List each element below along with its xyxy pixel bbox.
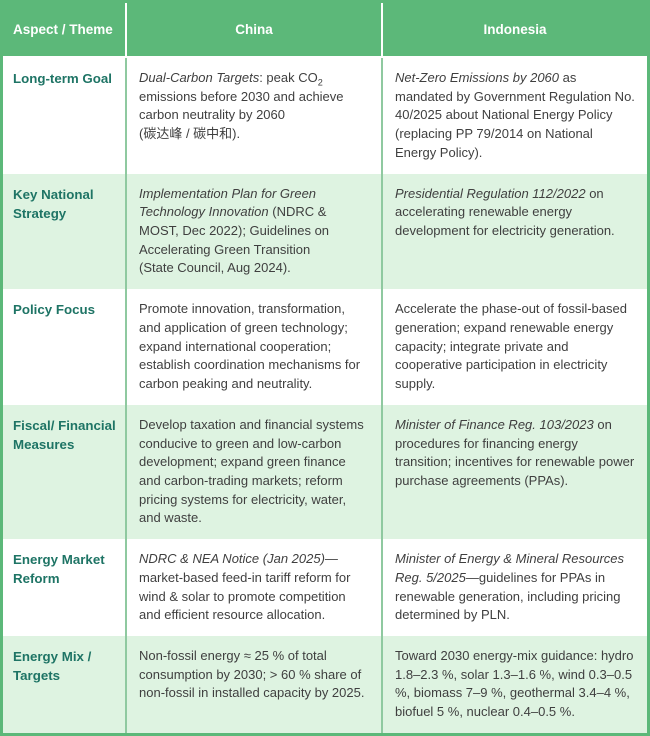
- row-label: Policy Focus: [3, 289, 125, 405]
- header-row: Aspect / Theme China Indonesia: [3, 3, 647, 58]
- column-header-aspect-theme: Aspect / Theme: [3, 3, 125, 58]
- china-cell: NDRC & NEA Notice (Jan 2025)—market-base…: [125, 539, 381, 636]
- table-row: Key National Strategy Implementation Pla…: [3, 173, 647, 290]
- row-label: Energy Mix / Targets: [3, 635, 125, 733]
- column-header-china: China: [125, 3, 381, 58]
- indonesia-cell: Minister of Energy & Mineral Resources R…: [381, 539, 647, 636]
- table-header: Aspect / Theme China Indonesia: [3, 3, 647, 58]
- indonesia-cell: Accelerate the phase-out of fossil-based…: [381, 289, 647, 405]
- china-cell: Develop taxation and financial systems c…: [125, 404, 381, 540]
- china-cell: Non-fossil energy ≈ 25 % of total consum…: [125, 635, 381, 733]
- row-label: Key National Strategy: [3, 173, 125, 290]
- table-row: Policy Focus Promote innovation, transfo…: [3, 289, 647, 405]
- row-label: Fiscal/ Financial Measures: [3, 404, 125, 540]
- table-row: Long-term Goal Dual-Carbon Targets: peak…: [3, 58, 647, 174]
- table-row: Fiscal/ Financial Measures Develop taxat…: [3, 404, 647, 540]
- indonesia-cell: Net-Zero Emissions by 2060 as mandated b…: [381, 58, 647, 174]
- table-body: Long-term Goal Dual-Carbon Targets: peak…: [3, 58, 647, 733]
- indonesia-cell: Minister of Finance Reg. 103/2023 on pro…: [381, 404, 647, 540]
- china-cell: Dual-Carbon Targets: peak CO2 emissions …: [125, 58, 381, 174]
- row-label: Energy Market Reform: [3, 539, 125, 636]
- indonesia-cell: Toward 2030 energy-mix guidance: hydro 1…: [381, 635, 647, 733]
- china-cell: Promote innovation, transformation, and …: [125, 289, 381, 405]
- indonesia-cell: Presidential Regulation 112/2022 on acce…: [381, 173, 647, 290]
- table-row: Energy Mix / Targets Non-fossil energy ≈…: [3, 635, 647, 733]
- column-header-indonesia: Indonesia: [381, 3, 647, 58]
- row-label: Long-term Goal: [3, 58, 125, 174]
- table-row: Energy Market Reform NDRC & NEA Notice (…: [3, 539, 647, 636]
- china-cell: Implementation Plan for Green Technology…: [125, 173, 381, 290]
